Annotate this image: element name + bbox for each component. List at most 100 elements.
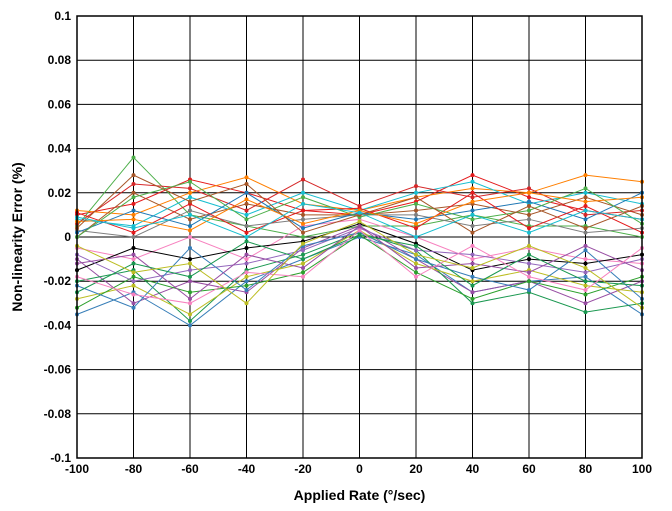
data-point bbox=[583, 279, 588, 284]
data-point bbox=[470, 223, 475, 228]
data-point bbox=[414, 235, 418, 239]
data-point bbox=[414, 274, 418, 279]
data-point bbox=[301, 217, 305, 222]
data-point bbox=[357, 232, 362, 237]
data-point bbox=[414, 243, 418, 248]
y-tick-label: 0.02 bbox=[48, 186, 72, 200]
data-point bbox=[527, 199, 531, 204]
data-point bbox=[131, 190, 136, 195]
data-point bbox=[244, 235, 249, 239]
data-point bbox=[131, 212, 136, 217]
data-point bbox=[131, 246, 136, 251]
data-point bbox=[188, 301, 192, 306]
data-point bbox=[583, 265, 588, 270]
data-point bbox=[414, 226, 418, 231]
data-point bbox=[414, 270, 418, 275]
data-point bbox=[131, 274, 136, 279]
data-point bbox=[131, 217, 136, 222]
data-point bbox=[470, 296, 475, 301]
data-point bbox=[527, 195, 531, 200]
data-point bbox=[583, 212, 588, 217]
x-tick-label: 20 bbox=[409, 462, 423, 476]
data-point bbox=[470, 217, 475, 222]
data-point bbox=[527, 230, 531, 235]
data-point bbox=[583, 190, 588, 195]
data-point bbox=[470, 290, 475, 295]
data-point bbox=[414, 261, 418, 266]
data-point bbox=[527, 212, 531, 217]
data-point bbox=[583, 257, 588, 262]
data-point bbox=[470, 261, 475, 266]
data-point bbox=[527, 243, 531, 248]
data-point bbox=[583, 301, 588, 306]
data-point bbox=[244, 175, 249, 180]
y-tick-label: 0.04 bbox=[48, 142, 72, 156]
data-point bbox=[188, 274, 192, 279]
data-point bbox=[527, 257, 531, 262]
data-point bbox=[583, 292, 588, 297]
data-point bbox=[244, 261, 249, 266]
data-point bbox=[301, 226, 305, 231]
data-point bbox=[131, 292, 136, 297]
data-point bbox=[414, 184, 418, 189]
data-point bbox=[188, 195, 192, 200]
data-point bbox=[470, 279, 475, 284]
data-point bbox=[244, 246, 249, 251]
data-point bbox=[527, 208, 531, 213]
data-point bbox=[244, 208, 249, 213]
data-point bbox=[131, 283, 136, 288]
data-point bbox=[244, 279, 249, 284]
data-point bbox=[470, 190, 475, 195]
x-axis-title: Applied Rate (°/sec) bbox=[294, 487, 426, 503]
data-point bbox=[470, 179, 475, 184]
data-point bbox=[527, 226, 531, 231]
data-point bbox=[301, 265, 305, 270]
data-point bbox=[470, 186, 475, 191]
x-tick-label: 60 bbox=[522, 462, 536, 476]
data-point bbox=[188, 217, 192, 222]
data-point bbox=[414, 257, 418, 262]
data-point bbox=[301, 252, 305, 257]
data-point bbox=[131, 155, 136, 160]
data-point bbox=[244, 212, 249, 217]
data-point bbox=[188, 296, 192, 301]
data-point bbox=[583, 243, 588, 248]
data-point bbox=[583, 173, 588, 178]
x-tick-label: 100 bbox=[632, 462, 652, 476]
data-point bbox=[244, 239, 249, 244]
data-point bbox=[131, 173, 136, 178]
data-point bbox=[244, 223, 249, 228]
data-point bbox=[527, 190, 531, 195]
data-point bbox=[527, 288, 531, 293]
data-point bbox=[414, 208, 418, 213]
data-point bbox=[414, 265, 418, 270]
y-tick-label: 0.08 bbox=[48, 53, 72, 67]
y-tick-label: -0.1 bbox=[50, 451, 71, 465]
data-point bbox=[357, 210, 362, 215]
data-point bbox=[583, 248, 588, 253]
x-tick-label: -20 bbox=[294, 462, 312, 476]
data-point bbox=[583, 274, 588, 279]
data-point bbox=[131, 226, 136, 231]
data-point bbox=[301, 248, 305, 253]
data-point bbox=[583, 186, 588, 191]
x-tick-label: 80 bbox=[579, 462, 593, 476]
data-point bbox=[244, 274, 249, 279]
x-tick-labels: -100 -80 -60 -40 -20 0 20 40 60 80 100 bbox=[65, 462, 652, 476]
data-point bbox=[301, 221, 305, 226]
data-point bbox=[414, 195, 418, 200]
data-point bbox=[470, 195, 475, 200]
data-point bbox=[583, 204, 588, 209]
data-point bbox=[583, 226, 588, 231]
data-point bbox=[244, 270, 249, 275]
data-point bbox=[301, 208, 305, 213]
data-point bbox=[188, 190, 192, 195]
data-point bbox=[188, 186, 192, 191]
data-point bbox=[188, 246, 192, 251]
data-point bbox=[188, 318, 192, 323]
data-point bbox=[244, 190, 249, 195]
data-point bbox=[188, 199, 192, 204]
data-point bbox=[470, 243, 475, 248]
x-tick-label: -40 bbox=[238, 462, 256, 476]
data-point bbox=[470, 208, 475, 213]
